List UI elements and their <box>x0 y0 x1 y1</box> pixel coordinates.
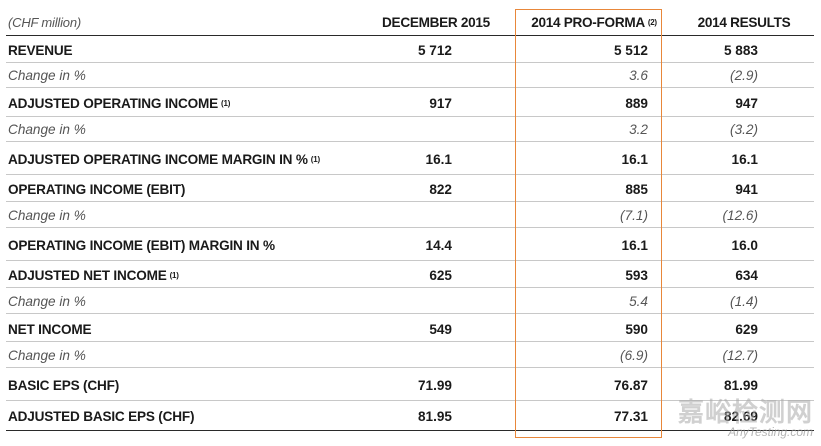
change-row: Change in % 3.2 (3.2) <box>6 117 814 142</box>
row-label: OPERATING INCOME (EBIT) <box>8 177 185 201</box>
table-row: OPERATING INCOME (EBIT) 822 885 941 <box>6 177 814 202</box>
row-label-text: Change in % <box>8 293 86 309</box>
row-label: OPERATING INCOME (EBIT) MARGIN IN % <box>8 231 275 260</box>
value-2014-pro-forma: 76.87 <box>613 378 648 393</box>
value-2014-pro-forma: 5.4 <box>629 293 648 309</box>
value-december-2015: 14.4 <box>425 238 452 253</box>
row-label: REVENUE <box>8 38 73 62</box>
table-row: OPERATING INCOME (EBIT) MARGIN IN % 14.4 1… <box>6 231 814 261</box>
col-header-2014-pro-forma-text: 2014 PRO-FORMA <box>531 15 645 30</box>
value-2014-pro-forma: 3.2 <box>629 121 648 137</box>
value-2014-pro-forma: 16.1 <box>621 238 648 253</box>
value-2014-pro-forma: 5 512 <box>613 42 648 58</box>
row-label-text: ADJUSTED OPERATING INCOME MARGIN IN % <box>8 152 308 167</box>
row-label-text: OPERATING INCOME (EBIT) <box>8 181 186 197</box>
value-december-2015: 5 712 <box>417 42 452 58</box>
value-2014-results: 16.0 <box>731 238 758 253</box>
row-label: ADJUSTED OPERATING INCOME MARGIN IN % (1) <box>8 145 320 174</box>
value-2014-results: 16.1 <box>731 152 758 167</box>
value-2014-pro-forma: 3.6 <box>629 67 648 83</box>
value-2014-results: (3.2) <box>730 121 758 137</box>
row-label-text: Change in % <box>8 67 86 83</box>
value-december-2015: 549 <box>429 321 452 337</box>
table-row: BASIC EPS (CHF) 71.99 76.87 81.99 <box>6 371 814 401</box>
row-label: NET INCOME <box>8 317 92 341</box>
footnote-marker: (1) <box>310 155 320 164</box>
row-label: Change in % <box>8 203 86 227</box>
value-2014-results: (12.7) <box>722 347 758 363</box>
value-2014-results: (12.6) <box>722 207 758 223</box>
footnote-marker: (2) <box>647 18 657 27</box>
value-december-2015: 917 <box>429 96 452 111</box>
row-label-text: NET INCOME <box>8 321 92 337</box>
footnote-marker: (1) <box>169 270 179 280</box>
value-december-2015 <box>306 203 452 227</box>
value-2014-results: 629 <box>735 321 758 337</box>
value-2014-pro-forma: (6.9) <box>620 347 648 363</box>
table-row: ADJUSTED OPERATING INCOME (1) 917 889 947 <box>6 91 814 117</box>
row-label: BASIC EPS (CHF) <box>8 371 119 400</box>
change-row: Change in % 3.6 (2.9) <box>6 63 814 88</box>
table-row: NET INCOME 549 590 629 <box>6 317 814 342</box>
row-label-text: BASIC EPS (CHF) <box>8 378 120 393</box>
col-header-2014-pro-forma: 2014 PRO-FORMA (2) <box>520 10 668 35</box>
value-december-2015: 822 <box>429 181 452 197</box>
row-label: Change in % <box>8 289 86 313</box>
table-row: ADJUSTED NET INCOME (1) 625 593 634 <box>6 263 814 288</box>
value-2014-pro-forma: (7.1) <box>620 207 648 223</box>
row-label-text: ADJUSTED OPERATING INCOME <box>8 96 218 111</box>
value-2014-results: 941 <box>735 181 758 197</box>
value-december-2015: 625 <box>429 267 452 283</box>
value-2014-results: (2.9) <box>730 67 758 83</box>
value-december-2015 <box>306 63 452 87</box>
col-header-2014-results: 2014 RESULTS <box>697 15 791 30</box>
row-label: ADJUSTED OPERATING INCOME (1) <box>8 91 230 116</box>
row-label-text: Change in % <box>8 207 86 223</box>
value-december-2015 <box>306 289 452 313</box>
footnote-marker: (1) <box>221 99 231 108</box>
value-2014-results: 5 883 <box>723 42 758 58</box>
value-december-2015: 81.95 <box>417 409 452 424</box>
table-row: ADJUSTED BASIC EPS (CHF) 81.95 77.31 82.69 <box>6 403 814 431</box>
row-label: Change in % <box>8 63 86 87</box>
row-label: ADJUSTED BASIC EPS (CHF) <box>8 403 194 430</box>
change-row: Change in % 5.4 (1.4) <box>6 289 814 314</box>
value-2014-results: 947 <box>735 96 758 111</box>
value-2014-pro-forma: 593 <box>625 267 648 283</box>
row-label: ADJUSTED NET INCOME (1) <box>8 263 179 287</box>
change-row: Change in % (6.9) (12.7) <box>6 343 814 368</box>
row-label: Change in % <box>8 343 86 367</box>
table-row: ADJUSTED OPERATING INCOME MARGIN IN % (1)… <box>6 145 814 175</box>
value-2014-pro-forma: 889 <box>625 96 648 111</box>
value-december-2015 <box>306 117 452 141</box>
row-label-text: ADJUSTED BASIC EPS (CHF) <box>8 409 195 424</box>
value-december-2015: 16.1 <box>425 152 452 167</box>
value-2014-pro-forma: 590 <box>625 321 648 337</box>
value-2014-pro-forma: 885 <box>625 181 648 197</box>
value-2014-results: 82.69 <box>723 409 758 424</box>
table-row: REVENUE 5 712 5 512 5 883 <box>6 38 814 63</box>
value-2014-pro-forma: 77.31 <box>613 409 648 424</box>
value-2014-results: (1.4) <box>730 293 758 309</box>
unit-label: (CHF million) <box>8 15 81 30</box>
row-label-text: Change in % <box>8 121 86 137</box>
row-label-text: ADJUSTED NET INCOME <box>8 267 167 283</box>
value-2014-results: 81.99 <box>723 378 758 393</box>
row-label-text: REVENUE <box>8 42 73 58</box>
value-december-2015 <box>306 343 452 367</box>
row-label-text: Change in % <box>8 347 86 363</box>
row-label-text: OPERATING INCOME (EBIT) MARGIN IN % <box>8 238 275 253</box>
col-header-december-2015: DECEMBER 2015 <box>382 15 490 30</box>
value-2014-pro-forma: 16.1 <box>621 152 648 167</box>
table-header: (CHF million) DECEMBER 2015 2014 PRO-FOR… <box>6 10 814 36</box>
value-december-2015: 71.99 <box>417 378 452 393</box>
row-label: Change in % <box>8 117 86 141</box>
value-2014-results: 634 <box>735 267 758 283</box>
change-row: Change in % (7.1) (12.6) <box>6 203 814 228</box>
